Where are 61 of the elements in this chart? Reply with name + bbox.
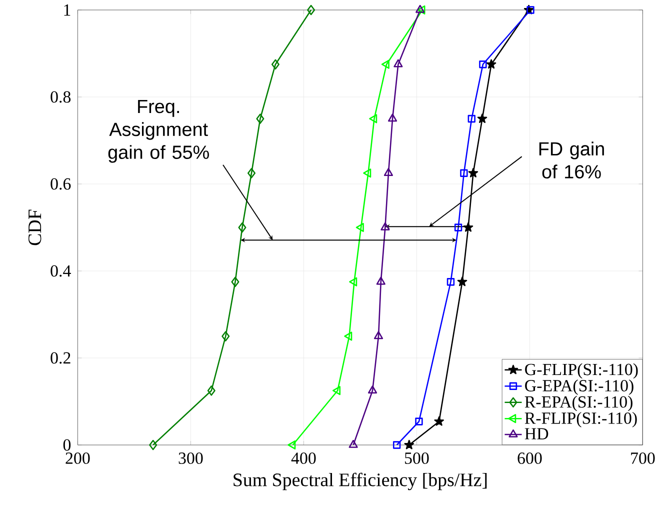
point [271,59,280,70]
point [222,331,230,342]
point [348,440,358,448]
point [369,114,378,124]
y-axis-title: CDF [28,210,42,246]
x-tick-label: 400 [291,452,316,464]
y-tick-label: 0.4 [50,265,71,277]
y-tick-label: 0.2 [50,352,70,364]
point [384,168,393,176]
point [460,169,468,177]
point [463,222,474,232]
point [454,224,462,232]
point [457,276,468,286]
y-tick-label: 0.8 [50,91,71,103]
point [231,276,240,287]
point [392,441,401,449]
point [332,386,340,396]
point [363,168,372,178]
point [415,418,423,426]
point [526,6,534,14]
point [434,416,444,426]
point [344,332,352,341]
point [486,59,496,69]
x-tick-label: 600 [518,452,542,464]
legend-label: G-EPA(SI:-110) [525,380,634,395]
legend-label: HD [524,428,548,440]
point [404,440,414,450]
point [247,168,256,178]
point [207,385,216,396]
legend-label: R-EPA(SI:-110) [524,396,632,412]
point [468,114,476,123]
point [149,440,158,450]
legend-label: G-FLIP(SI:-110) [525,363,638,379]
point [288,440,296,450]
point [477,114,488,123]
point [349,277,358,286]
y-tick-label: 1 [64,4,70,16]
annotation: Freq. Assignment gain of 55% [108,100,209,163]
point [256,114,264,124]
x-tick-label: 700 [631,452,655,464]
point [307,4,316,16]
point [374,331,384,340]
x-axis-title: Sum Spectral Efficiency [bps/Hz] [234,472,487,490]
point [376,276,386,285]
point [388,114,398,122]
point [381,60,390,69]
x-tick-label: 200 [66,452,90,464]
y-tick-label: 0 [63,439,71,451]
x-tick-label: 300 [178,452,203,464]
point [394,59,403,68]
point [380,222,390,230]
legend-label: R-FLIP(SI:-110) [524,412,637,428]
y-tick-label: 0.6 [50,178,71,190]
point [356,222,364,232]
point [238,222,246,233]
point [468,168,478,178]
point [368,385,378,394]
x-tick-label: 500 [404,452,429,464]
annotation: FD gain of 16% [539,142,604,178]
point [446,278,455,286]
point [479,60,487,68]
